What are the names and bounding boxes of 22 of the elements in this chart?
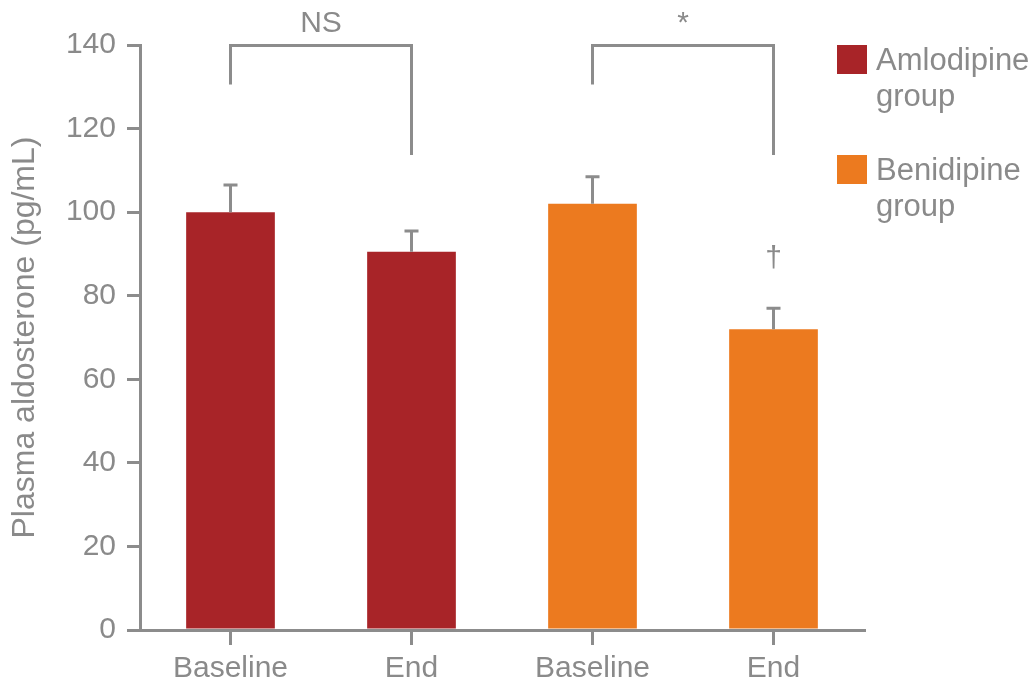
bar (729, 329, 818, 629)
text: * (677, 5, 689, 38)
bar (548, 203, 637, 629)
y-tick-label: 100 (65, 193, 116, 227)
y-tick-label: 120 (65, 109, 116, 143)
text: NS (300, 5, 342, 38)
y-tick-label: 0 (99, 611, 116, 645)
x-tick-label: Baseline (172, 650, 289, 684)
y-axis-title: Plasma aldosterone (pg/mL) (5, 136, 42, 539)
legend-label: Amlodipine group (876, 42, 1030, 114)
y-tick-label: 20 (82, 527, 116, 561)
x-tick-label: End (746, 650, 801, 684)
legend-label: Benidipine group (876, 152, 1022, 224)
bar (186, 212, 275, 629)
y-tick-label: 40 (82, 444, 116, 478)
bar (367, 251, 456, 629)
annotation: † (765, 240, 782, 274)
y-tick-label: 140 (65, 26, 116, 60)
y-tick-label: 60 (82, 360, 116, 394)
x-tick-label: End (384, 650, 439, 684)
y-tick-label: 80 (82, 276, 116, 310)
x-tick-label: Baseline (534, 650, 651, 684)
